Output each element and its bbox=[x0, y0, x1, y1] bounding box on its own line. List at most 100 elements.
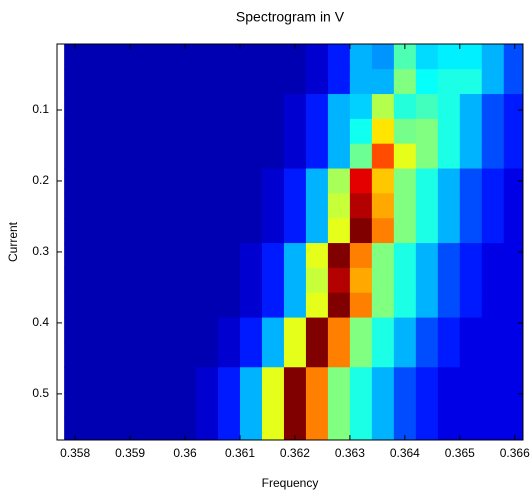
heatmap-cell bbox=[261, 118, 285, 145]
heatmap-cell bbox=[196, 392, 219, 418]
heatmap-cell bbox=[130, 392, 153, 418]
heatmap-cell bbox=[218, 416, 241, 440]
heatmap-cell bbox=[327, 218, 351, 244]
heatmap-cell bbox=[174, 243, 197, 269]
heatmap-cell bbox=[218, 267, 241, 294]
y-axis-label: Current bbox=[6, 221, 20, 262]
heatmap-cell bbox=[196, 243, 219, 269]
heatmap-cell bbox=[64, 317, 87, 343]
heatmap-cell bbox=[239, 292, 263, 319]
heatmap-cell bbox=[437, 69, 461, 95]
heatmap-cell bbox=[196, 317, 219, 343]
heatmap-cell bbox=[130, 367, 153, 393]
x-tick-label: 0.364 bbox=[390, 446, 420, 460]
heatmap-cell bbox=[152, 342, 175, 368]
y-tick-label: 0.1 bbox=[32, 102, 49, 116]
heatmap-cell bbox=[86, 292, 109, 319]
heatmap-cell bbox=[437, 218, 461, 244]
heatmap-cell bbox=[261, 392, 285, 418]
heatmap-cell bbox=[218, 69, 241, 95]
heatmap-cell bbox=[130, 317, 153, 343]
heatmap-cell bbox=[393, 218, 417, 244]
heatmap-cell bbox=[393, 243, 417, 269]
heatmap-cell bbox=[349, 143, 373, 170]
heatmap-cell bbox=[371, 267, 395, 294]
heatmap-cell bbox=[108, 416, 131, 440]
heatmap-cell bbox=[218, 367, 241, 393]
heatmap-cell bbox=[327, 243, 351, 269]
heatmap-cell bbox=[393, 118, 417, 145]
heatmap-cell bbox=[218, 317, 241, 343]
x-tick-label: 0.36 bbox=[173, 446, 197, 460]
heatmap-cell bbox=[459, 317, 483, 343]
heatmap-cell bbox=[283, 243, 307, 269]
heatmap-cell bbox=[108, 69, 131, 95]
heatmap-cell bbox=[393, 416, 417, 440]
heatmap-cell bbox=[64, 94, 87, 120]
heatmap-cell bbox=[349, 367, 373, 393]
heatmap-cell bbox=[393, 292, 417, 319]
heatmap-cell bbox=[130, 416, 153, 440]
heatmap-cell bbox=[152, 69, 175, 95]
heatmap-cell bbox=[174, 342, 197, 368]
y-tick-label: 0.3 bbox=[32, 244, 49, 258]
heatmap-cell bbox=[305, 168, 329, 194]
heatmap-cell bbox=[218, 218, 241, 244]
x-tick-label: 0.363 bbox=[335, 446, 365, 460]
heatmap-cell bbox=[327, 69, 351, 95]
heatmap-cell bbox=[305, 218, 329, 244]
heatmap-cell bbox=[283, 69, 307, 95]
heatmap-cell bbox=[481, 168, 505, 194]
heatmap-cell bbox=[108, 243, 131, 269]
heatmap-cell bbox=[283, 44, 307, 70]
heatmap-cell bbox=[218, 94, 241, 120]
y-tick-label: 0.4 bbox=[32, 315, 49, 329]
heatmap-cell bbox=[437, 94, 461, 120]
x-tick-label: 0.366 bbox=[500, 446, 530, 460]
heatmap-cell bbox=[108, 292, 131, 319]
heatmap-cell bbox=[86, 392, 109, 418]
heatmap-cell bbox=[349, 292, 373, 319]
heatmap-cell bbox=[415, 44, 439, 70]
heatmap-cell bbox=[218, 118, 241, 145]
heatmap-cell bbox=[437, 342, 461, 368]
heatmap-cell bbox=[239, 69, 263, 95]
heatmap-cell bbox=[239, 416, 263, 440]
heatmap-cell bbox=[130, 267, 153, 294]
plot-frame bbox=[56, 43, 524, 441]
heatmap-cell bbox=[152, 392, 175, 418]
heatmap-cell bbox=[327, 317, 351, 343]
heatmap-cell bbox=[196, 143, 219, 170]
heatmap-cell bbox=[481, 44, 505, 70]
heatmap-cell bbox=[349, 416, 373, 440]
heatmap-cell bbox=[371, 44, 395, 70]
heatmap-cell bbox=[86, 267, 109, 294]
heatmap-cell bbox=[239, 317, 263, 343]
heatmap-cell bbox=[415, 94, 439, 120]
heatmap-cell bbox=[415, 168, 439, 194]
heatmap-cell bbox=[459, 118, 483, 145]
heatmap-cell bbox=[393, 69, 417, 95]
x-tick-label: 0.362 bbox=[280, 446, 310, 460]
heatmap-cell bbox=[481, 392, 505, 418]
heatmap-cell bbox=[152, 143, 175, 170]
heatmap-cell bbox=[174, 367, 197, 393]
heatmap-cell bbox=[305, 143, 329, 170]
heatmap-cell bbox=[86, 342, 109, 368]
heatmap-cell bbox=[196, 367, 219, 393]
heatmap-cell bbox=[305, 193, 329, 219]
heatmap-cell bbox=[437, 392, 461, 418]
heatmap-cell bbox=[218, 292, 241, 319]
heatmap-cell bbox=[130, 44, 153, 70]
heatmap-cell bbox=[239, 267, 263, 294]
heatmap-cell bbox=[393, 392, 417, 418]
heatmap-cell bbox=[261, 168, 285, 194]
heatmap-cell bbox=[130, 292, 153, 319]
heatmap-cell bbox=[218, 44, 241, 70]
heatmap-cell bbox=[481, 416, 505, 440]
heatmap-cell bbox=[371, 218, 395, 244]
heatmap-cell bbox=[393, 168, 417, 194]
heatmap-cell bbox=[64, 118, 87, 145]
heatmap-cell bbox=[86, 168, 109, 194]
heatmap-cell bbox=[349, 342, 373, 368]
